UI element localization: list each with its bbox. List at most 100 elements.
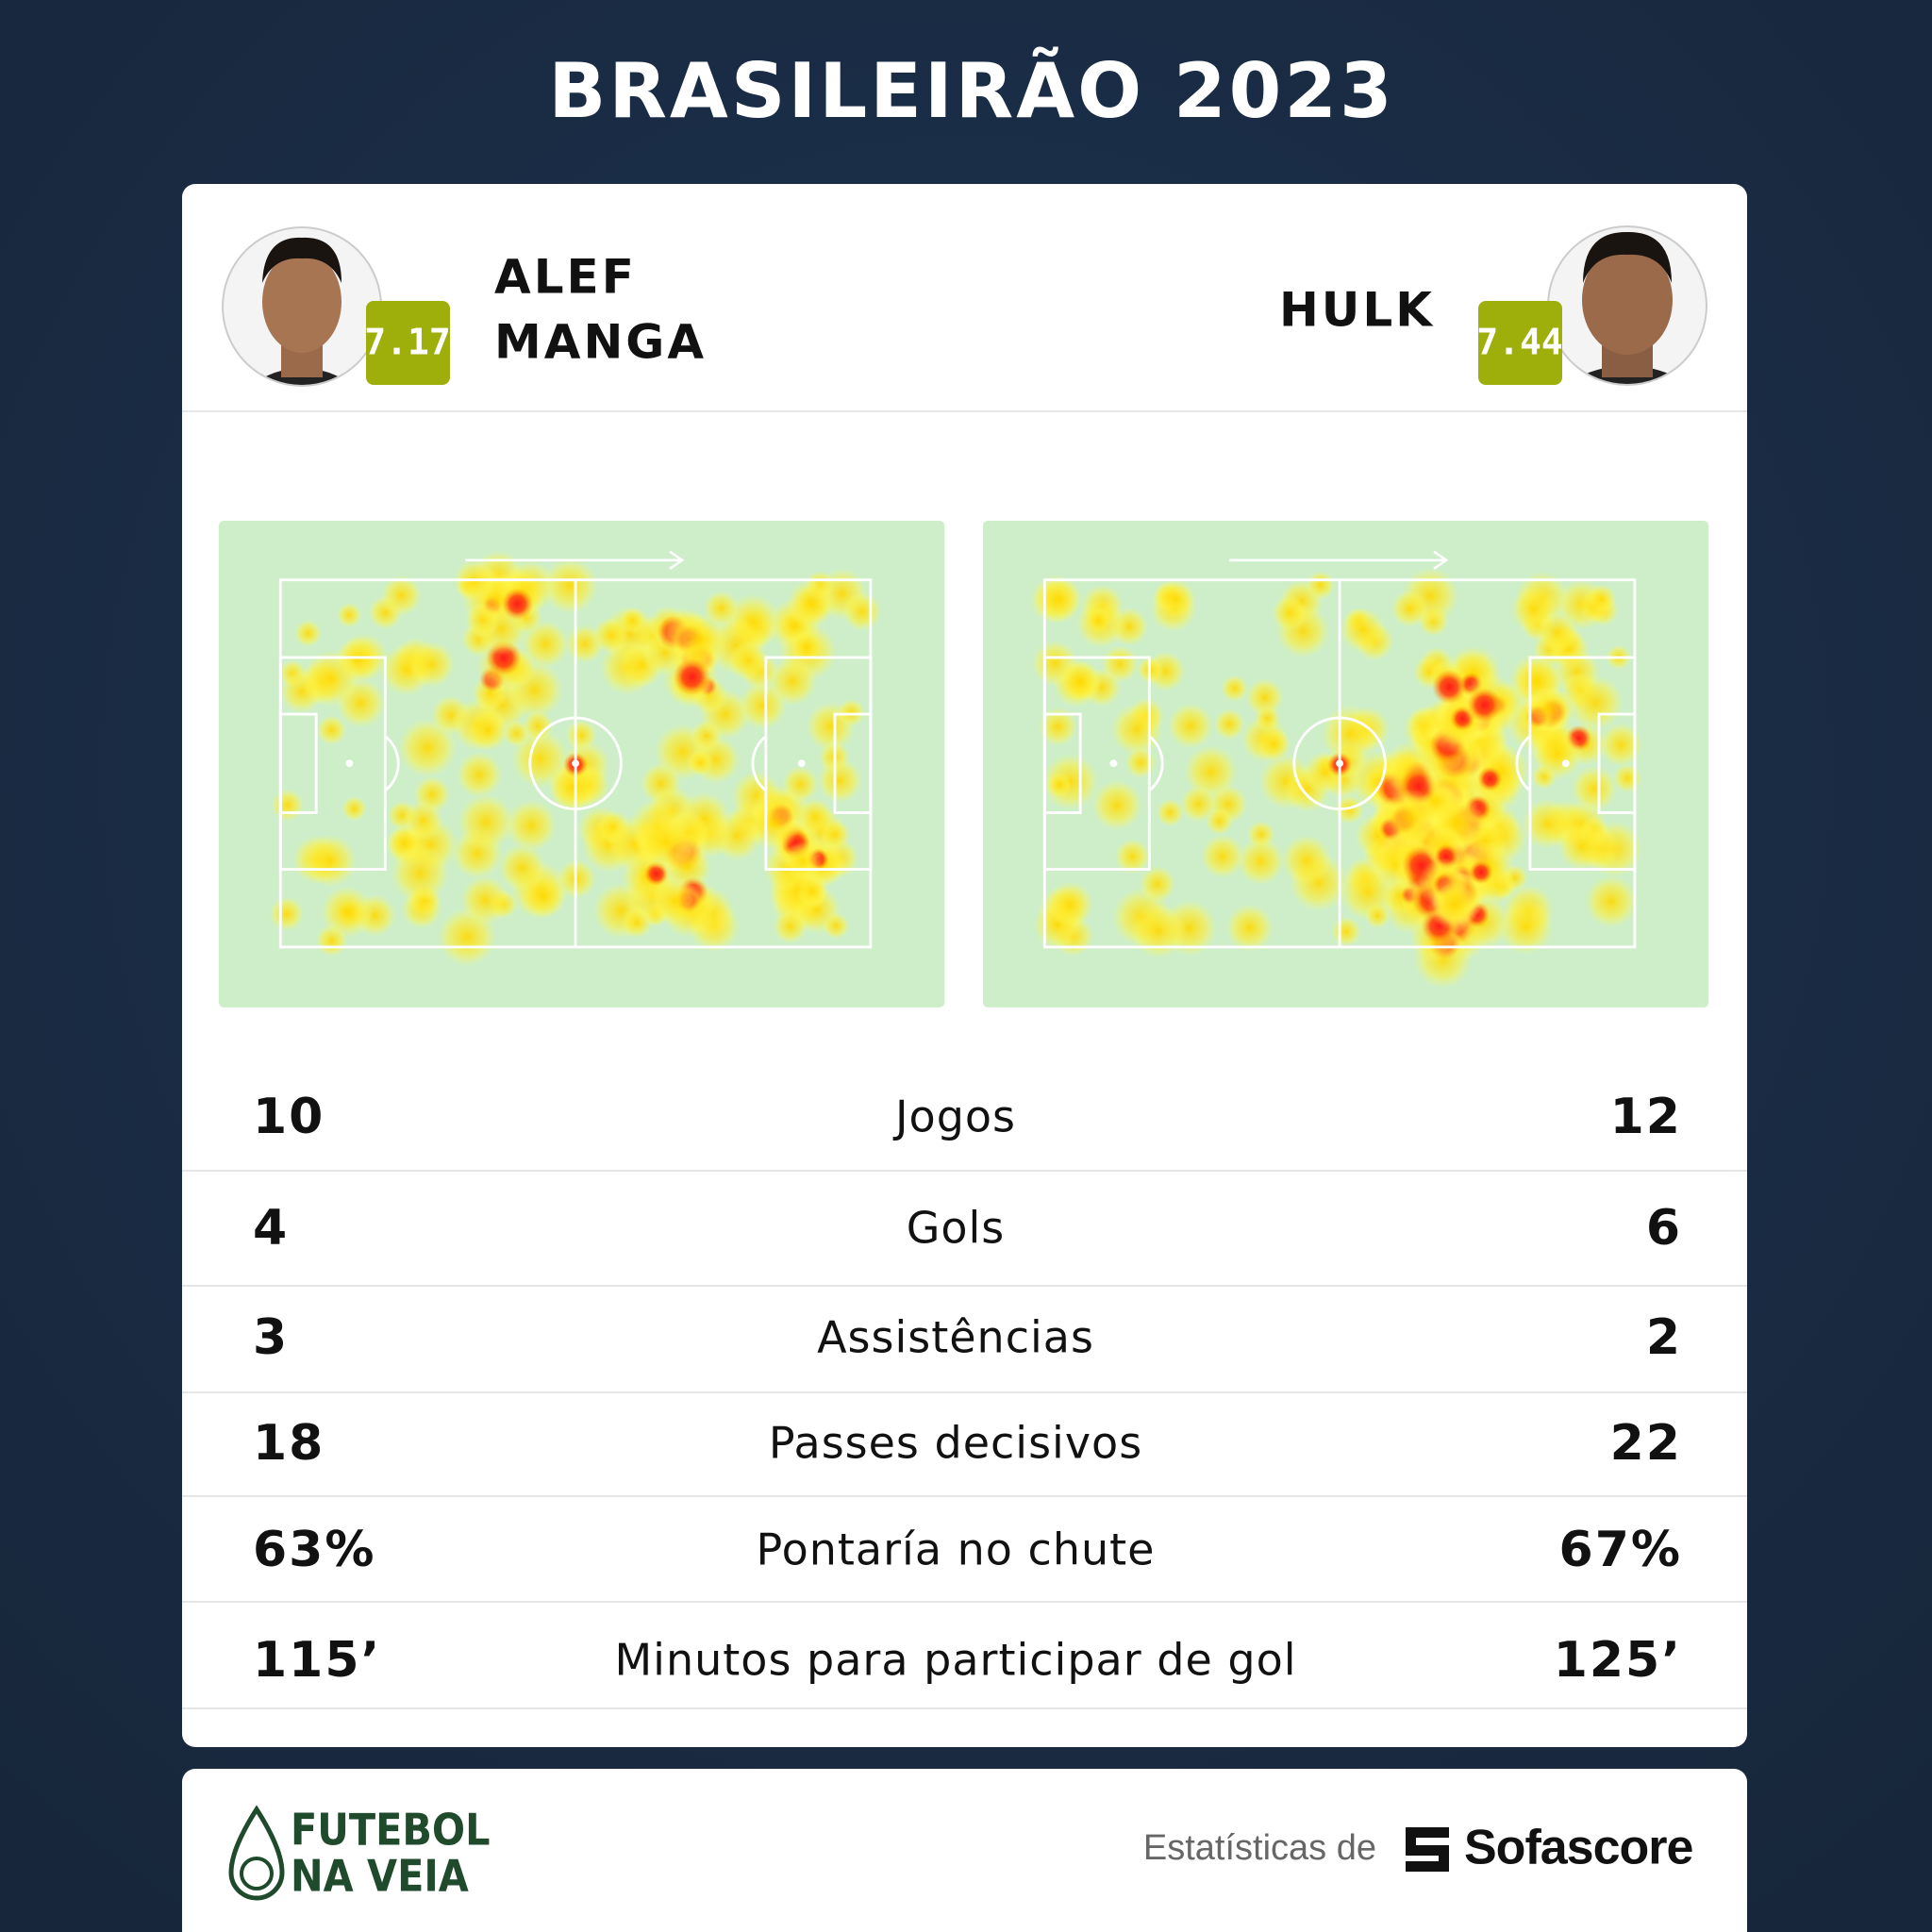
heat-blob: [1167, 703, 1214, 749]
heat-blob: [1139, 866, 1176, 903]
heat-blob: [403, 800, 443, 841]
stat-right: 67%: [1559, 1522, 1682, 1578]
stat-right: 12: [1610, 1089, 1682, 1145]
heat-blob: [1156, 578, 1196, 619]
heat-blob: [746, 796, 801, 852]
heat-blob: [294, 619, 323, 647]
heat-blob: [791, 630, 823, 663]
heat-blob: [1237, 837, 1285, 886]
heat-blob: [1179, 785, 1217, 823]
heat-blob: [506, 799, 558, 852]
stat-left: 115’: [253, 1632, 381, 1689]
heat-blob: [1085, 608, 1111, 634]
heat-blob: [467, 708, 509, 752]
source-logo: [1406, 1827, 1449, 1872]
heat: [269, 550, 882, 967]
brand-logo: [228, 1805, 285, 1901]
heat-blob: [728, 641, 769, 681]
pitch-line: [751, 735, 767, 792]
heat-blob: [522, 710, 554, 742]
heat-blob: [687, 749, 713, 776]
heatmap: [219, 521, 945, 1008]
heat-blob: [1038, 707, 1078, 746]
heat-blob: [1091, 779, 1142, 831]
heat-blob: [1584, 874, 1638, 928]
heat-blob: [302, 649, 360, 708]
heat-blob: [501, 588, 534, 621]
heat-blob: [1537, 611, 1577, 653]
heat-blob: [460, 875, 510, 925]
stat-right: 22: [1610, 1415, 1682, 1472]
heat-blob: [1221, 675, 1249, 703]
rating: 7.44: [1476, 322, 1563, 363]
heat-blob: [391, 843, 449, 903]
stat-label: Minutos para participar de gol: [614, 1635, 1296, 1686]
pitch-line: [1292, 716, 1387, 811]
heat-blob: [1254, 705, 1281, 732]
stat-right: 125’: [1554, 1632, 1682, 1689]
heat-blob: [1571, 765, 1618, 812]
heat-blob: [673, 658, 711, 696]
heat-blob: [341, 795, 367, 822]
pitch-line: [528, 716, 623, 811]
heat-blob: [456, 751, 503, 798]
heat-blob: [541, 558, 598, 614]
heat-blob: [1525, 686, 1573, 733]
heat-blob: [1200, 834, 1245, 879]
stat-left: 10: [253, 1089, 325, 1145]
pitch-spot: [572, 759, 580, 768]
heat-blob: [498, 843, 546, 891]
stat-label: Pontaría no chute: [757, 1524, 1156, 1575]
brand: FUTEBOL: [291, 1805, 490, 1856]
brand: NA VEIA: [291, 1851, 469, 1902]
pitch-spot: [1561, 759, 1570, 768]
pitch-line: [1515, 735, 1531, 792]
heat-blob: [1213, 708, 1245, 741]
stat-label: Gols: [907, 1203, 1006, 1254]
heat-blob: [786, 579, 836, 628]
stat-label: Assistências: [817, 1312, 1094, 1363]
heat-blob: [592, 617, 629, 654]
heat-blob: [1498, 899, 1554, 955]
heat-blob: [337, 602, 362, 628]
heat-blob: [1587, 584, 1617, 614]
heatmap: [983, 521, 1709, 1008]
stat-label: Passes decisivos: [769, 1418, 1142, 1469]
heat-blob: [511, 729, 570, 788]
pitch-line: [833, 712, 873, 814]
heat-blob: [650, 876, 700, 925]
direction-arrow: [1229, 550, 1449, 571]
stat-right: 2: [1646, 1309, 1682, 1366]
heat-blob: [1225, 904, 1274, 952]
heat-blob: [738, 681, 787, 730]
heat-blob: [316, 715, 347, 745]
heat-blob: [1599, 723, 1643, 767]
pitch-spot: [345, 759, 354, 768]
heat-blob: [458, 793, 515, 851]
heat-blob: [1130, 903, 1187, 959]
heat-blob: [1477, 766, 1503, 791]
heat-blob: [321, 885, 374, 939]
heat-blob: [1245, 678, 1284, 717]
heat-blob: [1568, 675, 1624, 731]
heat-blob: [1522, 798, 1573, 849]
pitch-line: [1042, 712, 1082, 814]
heat-blob: [1431, 669, 1467, 705]
heat-blob: [1432, 882, 1477, 927]
heat-blob: [782, 841, 823, 881]
pitch-line: [278, 712, 318, 814]
heat-blob: [380, 575, 423, 616]
pitch-spot: [797, 759, 806, 768]
player-name: MANGA: [494, 315, 707, 370]
stat-left: 63%: [253, 1522, 375, 1578]
stat-right: 6: [1646, 1200, 1682, 1257]
heat-blob: [1532, 728, 1583, 780]
heat-blob: [408, 641, 456, 688]
heat-blob: [269, 896, 305, 931]
heat-blob: [823, 912, 850, 940]
heat-blob: [1381, 789, 1439, 847]
pitch-spot: [1336, 759, 1344, 768]
heat-blob: [817, 758, 862, 804]
rating-badge: [366, 301, 450, 385]
